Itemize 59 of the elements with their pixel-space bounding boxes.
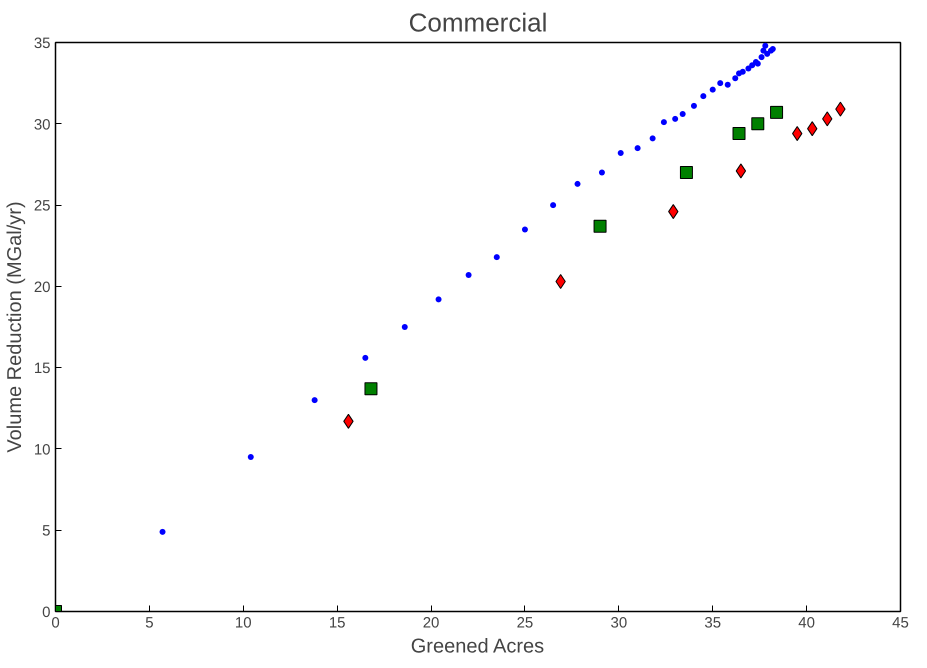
point xyxy=(751,117,764,130)
point xyxy=(160,528,166,535)
point xyxy=(732,75,738,82)
point xyxy=(732,127,746,140)
point xyxy=(680,166,693,180)
y-tick-label: 30 xyxy=(34,116,51,134)
point xyxy=(402,324,408,330)
point xyxy=(736,163,746,178)
y-tick-label: 10 xyxy=(34,441,51,458)
point xyxy=(466,272,472,278)
x-tick-label: 5 xyxy=(145,614,154,632)
x-axis-title: Greened Acres xyxy=(410,636,544,658)
point xyxy=(700,93,706,100)
x-tick-label: 30 xyxy=(610,614,628,632)
point xyxy=(343,414,354,429)
point xyxy=(248,454,254,460)
y-tick-label: 35 xyxy=(34,35,51,52)
point xyxy=(717,80,724,86)
point xyxy=(436,296,442,302)
point xyxy=(494,254,500,260)
chart-title: Commercial xyxy=(408,8,548,38)
x-tick-label: 45 xyxy=(892,614,909,632)
point xyxy=(764,50,770,57)
x-tick-label: 35 xyxy=(704,614,722,632)
point xyxy=(758,54,765,60)
point xyxy=(762,42,768,49)
x-tick-label: 25 xyxy=(516,614,534,632)
point xyxy=(574,180,581,187)
point xyxy=(672,116,678,122)
point xyxy=(362,354,368,361)
point xyxy=(618,150,624,156)
x-tick-label: 10 xyxy=(234,614,252,632)
point xyxy=(634,145,641,152)
x-tick-label: 20 xyxy=(422,614,440,632)
point xyxy=(745,66,752,72)
point xyxy=(835,102,846,117)
point xyxy=(312,397,318,404)
point xyxy=(364,382,378,396)
point xyxy=(550,202,556,208)
y-tick-label: 0 xyxy=(42,604,50,621)
x-tick-label: 40 xyxy=(798,614,815,632)
point xyxy=(724,82,731,88)
y-tick-label: 20 xyxy=(34,278,51,296)
point xyxy=(594,220,607,233)
point xyxy=(598,170,605,176)
point xyxy=(770,106,784,119)
point xyxy=(650,135,656,142)
point xyxy=(555,274,566,289)
point xyxy=(710,86,716,93)
y-tick-label: 25 xyxy=(34,198,51,215)
point xyxy=(740,68,746,75)
x-tick-label: 15 xyxy=(328,614,346,632)
point xyxy=(690,102,697,109)
y-axis-title: Volume Reduction (MGal/yr) xyxy=(4,201,26,453)
point xyxy=(660,119,667,126)
point xyxy=(680,111,686,118)
point xyxy=(522,226,528,232)
y-tick-label: 15 xyxy=(34,360,51,378)
y-tick-label: 5 xyxy=(42,522,50,540)
